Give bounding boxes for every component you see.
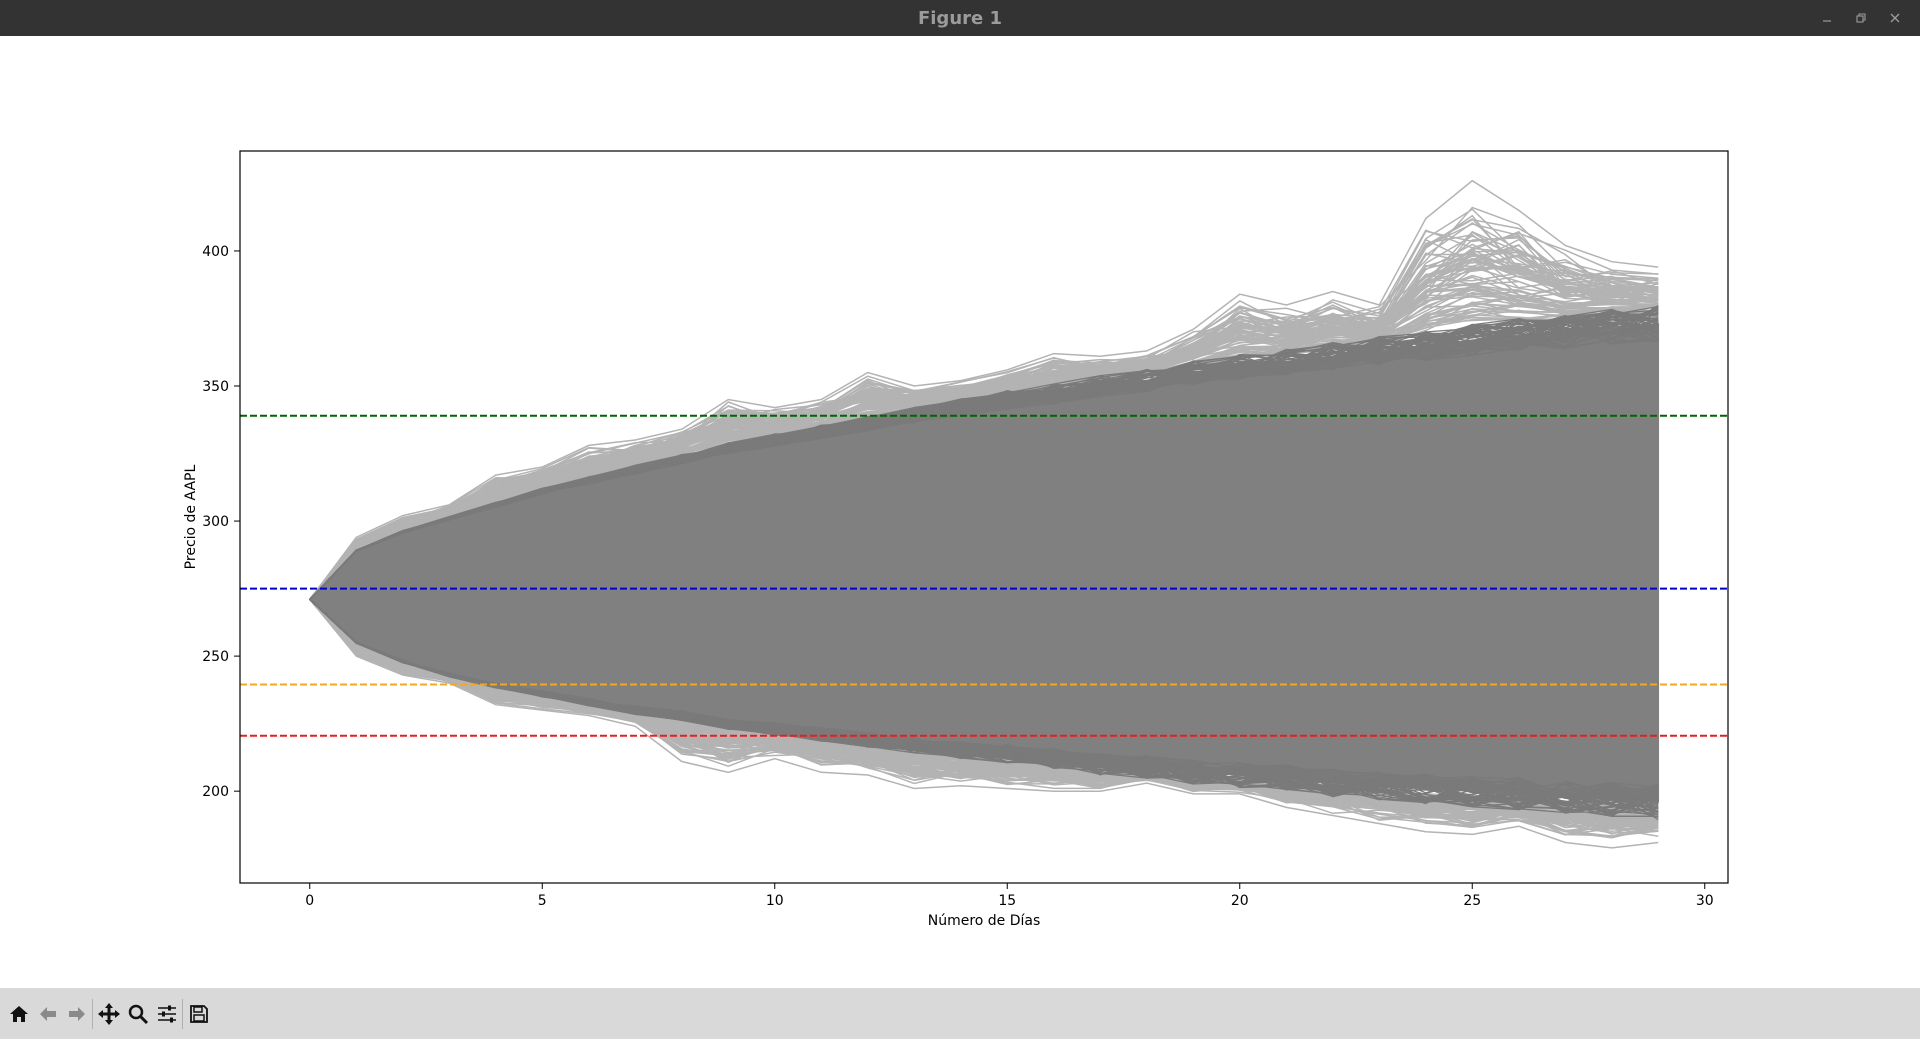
x-tick-label: 10 — [766, 893, 784, 909]
y-tick-label: 200 — [202, 784, 229, 800]
y-tick-label: 300 — [202, 514, 229, 530]
back-icon[interactable] — [33, 997, 62, 1031]
monte-carlo-chart: 0 5 10 15 20 25 30 200 250 300 350 400 Número de Día… — [183, 150, 1729, 929]
restore-icon[interactable] — [1848, 5, 1874, 31]
y-axis-label: Precio de AAPL — [183, 465, 199, 570]
save-icon[interactable] — [184, 997, 213, 1031]
forward-icon[interactable] — [62, 997, 91, 1031]
axes-frame — [239, 150, 1729, 884]
x-tick-label: 20 — [1231, 893, 1249, 909]
home-icon[interactable] — [4, 997, 33, 1031]
x-tick-label: 30 — [1696, 893, 1714, 909]
y-tick-label: 350 — [202, 379, 229, 395]
simulation-path — [309, 598, 1659, 817]
simulation-path — [309, 598, 1659, 807]
pan-icon[interactable] — [94, 997, 123, 1031]
x-tick-label: 25 — [1463, 893, 1481, 909]
x-tick-label: 15 — [998, 893, 1016, 909]
simulation-path — [309, 284, 1659, 600]
configure-subplots-icon[interactable] — [152, 997, 181, 1031]
x-tick-label: 5 — [538, 893, 547, 909]
toolbar-separator — [92, 998, 93, 1029]
simulation-path — [309, 598, 1659, 833]
simulation-path — [309, 598, 1659, 828]
simulation-path — [309, 322, 1659, 600]
y-tick-label: 400 — [202, 244, 229, 260]
minimize-icon[interactable] — [1814, 5, 1840, 31]
x-tick-label: 0 — [305, 893, 314, 909]
simulation-path — [309, 305, 1659, 600]
simulation-path — [309, 238, 1659, 600]
edge-paths — [309, 305, 1659, 821]
simulation-path — [309, 598, 1659, 818]
x-axis-label: Número de Días — [928, 913, 1041, 929]
figure-canvas: 0 5 10 15 20 25 30 200 250 300 350 400 Número de Día… — [0, 36, 1920, 988]
outlier-path-lower — [309, 598, 1659, 849]
outlier-path-upper — [309, 179, 1659, 600]
toolbar-separator — [182, 998, 183, 1029]
simulation-path — [309, 251, 1659, 600]
window-controls — [1814, 0, 1908, 36]
window-titlebar: Figure 1 — [0, 0, 1920, 36]
zoom-icon[interactable] — [123, 997, 152, 1031]
navigation-toolbar — [0, 988, 1920, 1039]
y-tick-label: 250 — [202, 649, 229, 665]
simulation-path — [309, 321, 1659, 600]
simulation-path — [309, 598, 1659, 830]
plot-area — [240, 179, 1728, 849]
window-title: Figure 1 — [917, 7, 1003, 29]
close-icon[interactable] — [1882, 5, 1908, 31]
